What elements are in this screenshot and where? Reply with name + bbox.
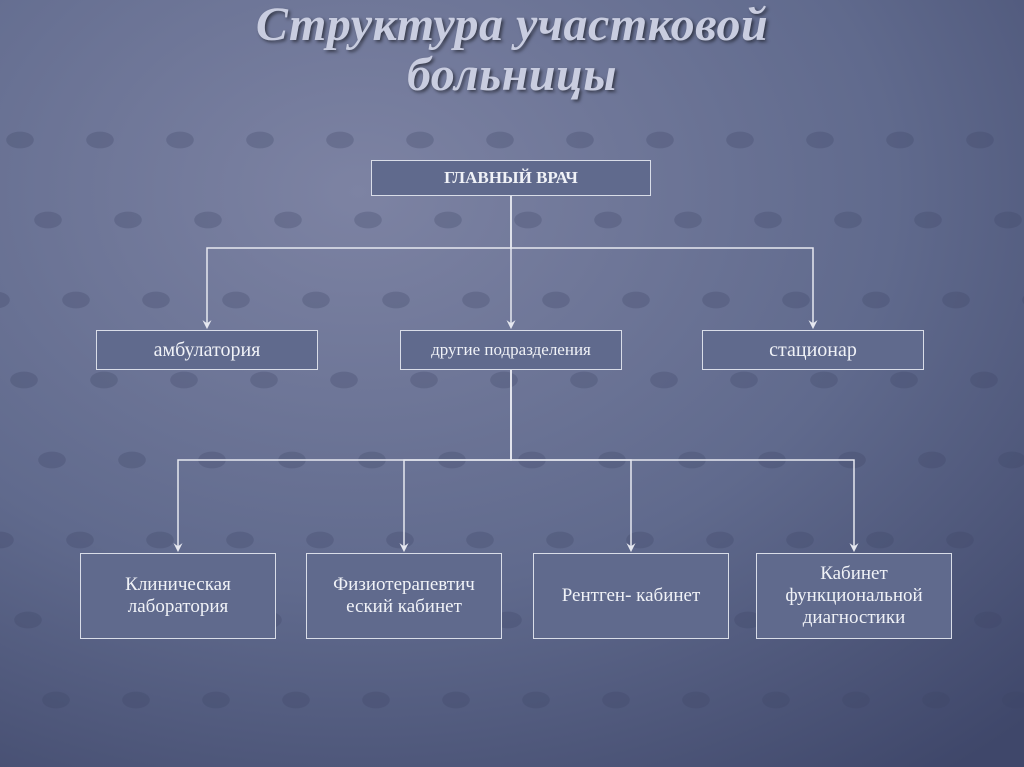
org-node-root: ГЛАВНЫЙ ВРАЧ [371,160,651,196]
org-node-label: Клиническая лаборатория [87,574,269,618]
org-node-label: амбулатория [154,339,261,362]
org-node-physio: Физиотерапевтич еский кабинет [306,553,502,639]
diagram-stage: Структура участковой больницы ГЛАВНЫЙ ВР… [0,0,1024,767]
org-node-func: Кабинет функциональной диагностики [756,553,952,639]
org-node-label: Кабинет функциональной диагностики [763,563,945,629]
org-node-stat: стационар [702,330,924,370]
org-node-label: стационар [769,339,857,362]
org-node-other: другие подразделения [400,330,622,370]
org-node-label: ГЛАВНЫЙ ВРАЧ [444,168,578,188]
org-node-label: другие подразделения [431,340,591,360]
org-node-lab: Клиническая лаборатория [80,553,276,639]
background [0,0,1024,767]
org-node-xray: Рентген- кабинет [533,553,729,639]
org-node-amb: амбулатория [96,330,318,370]
org-node-label: Физиотерапевтич еский кабинет [313,574,495,618]
org-node-label: Рентген- кабинет [562,585,701,607]
page-title: Структура участковой больницы [0,0,1024,101]
